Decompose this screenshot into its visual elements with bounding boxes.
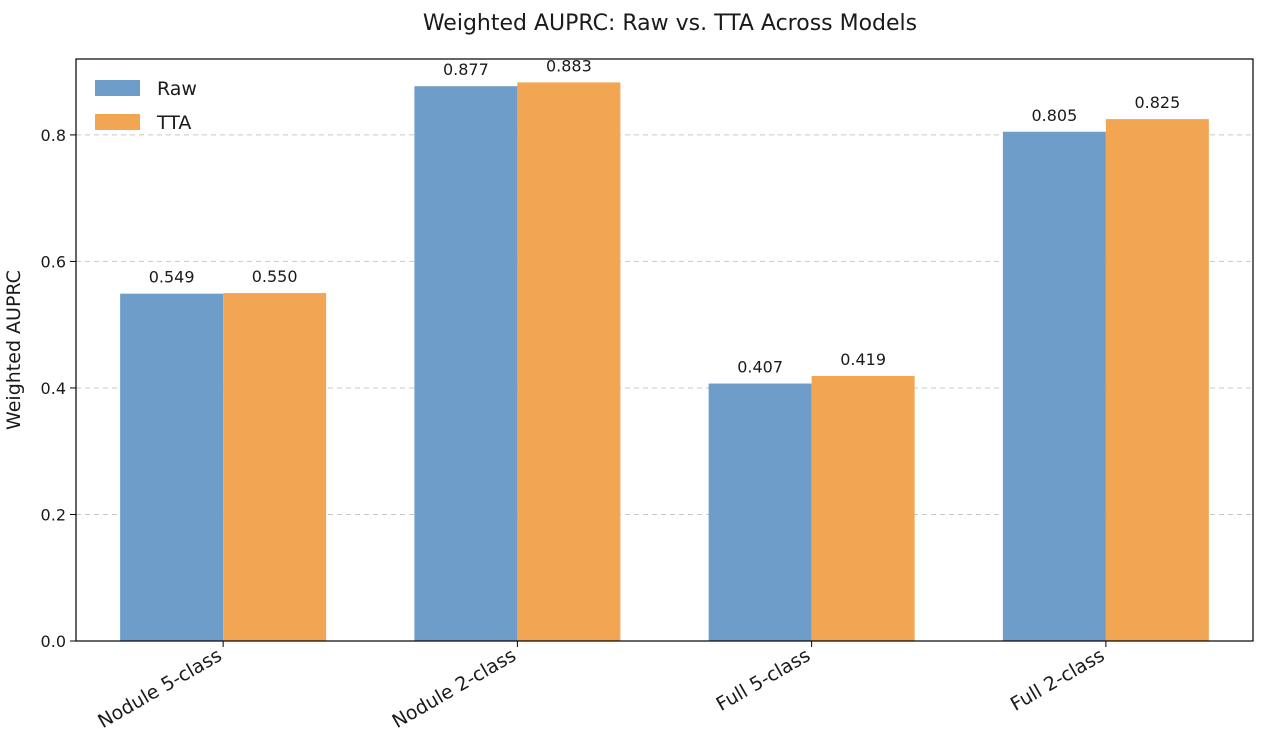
bar-raw	[120, 293, 224, 641]
data-label: 0.549	[149, 268, 195, 287]
bar-raw	[414, 86, 518, 642]
y-tick-label: 0.4	[41, 379, 66, 398]
bar-tta	[223, 293, 327, 641]
bar-tta	[811, 375, 915, 641]
legend-swatch-raw	[95, 80, 140, 96]
chart-title: Weighted AUPRC: Raw vs. TTA Across Model…	[423, 11, 917, 36]
y-tick-label: 0.6	[41, 252, 66, 271]
data-label: 0.825	[1134, 93, 1180, 112]
y-ticks-layer: 0.0 0.2 0.4 0.6 0.8	[41, 126, 76, 651]
data-label: 0.883	[546, 56, 592, 75]
bar-tta	[517, 82, 621, 642]
plot-frame	[75, 58, 1254, 642]
x-tick-label: Nodule 5-class	[94, 644, 225, 733]
legend: Raw TTA	[95, 78, 197, 134]
data-label: 0.407	[737, 358, 783, 377]
data-label: 0.419	[840, 350, 886, 369]
y-tick-label: 0.8	[41, 126, 66, 145]
bar-raw	[708, 383, 812, 641]
bar-tta	[1105, 119, 1209, 641]
y-axis-label: Weighted AUPRC	[3, 270, 25, 430]
data-label: 0.877	[443, 60, 489, 79]
data-labels-layer: 0.549 0.550 0.877 0.883 0.407 0.419 0.805 0.825	[149, 56, 1181, 376]
bar-raw	[1002, 131, 1106, 641]
bars-layer	[120, 82, 1209, 642]
y-tick-label: 0.0	[41, 632, 66, 651]
data-label: 0.550	[252, 267, 298, 286]
x-tick-label: Full 2-class	[1007, 644, 1109, 715]
x-ticks-layer: Nodule 5-class Nodule 2-class Full 5-class…	[94, 641, 1108, 733]
data-label: 0.805	[1031, 106, 1077, 125]
x-tick-label: Nodule 2-class	[388, 644, 519, 733]
y-tick-label: 0.2	[41, 505, 66, 524]
legend-swatch-tta	[95, 114, 140, 130]
legend-label-raw: Raw	[157, 78, 197, 100]
grid-layer	[76, 134, 1253, 515]
legend-label-tta: TTA	[156, 112, 191, 134]
x-tick-label: Full 5-class	[713, 644, 815, 715]
